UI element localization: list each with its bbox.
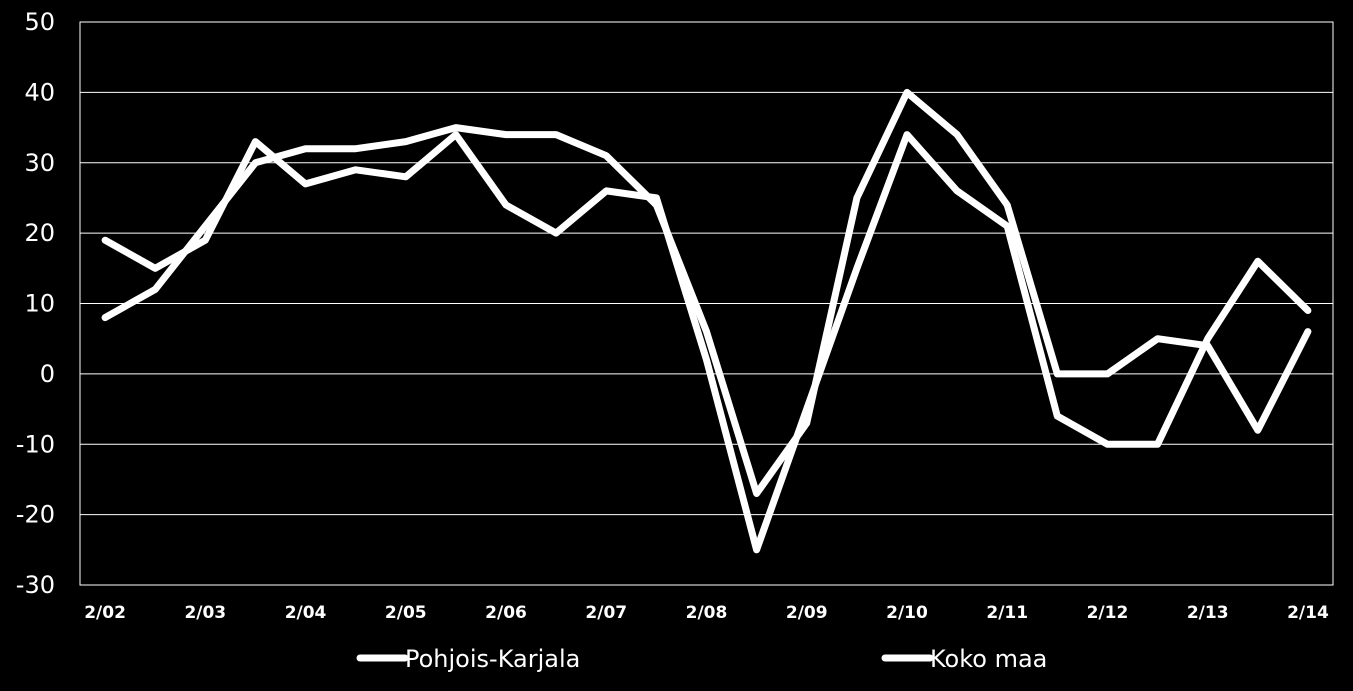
y-tick-label: 50 — [24, 8, 55, 36]
legend-label: Koko maa — [930, 645, 1047, 673]
x-tick-label: 2/14 — [1287, 603, 1329, 623]
x-tick-label: 2/06 — [485, 603, 527, 623]
y-tick-label: 20 — [24, 219, 55, 247]
x-axis-ticks: 2/02 2/03 2/04 2/05 2/06 2/07 2/08 2/09 2/10 2/11… — [84, 603, 1329, 623]
x-tick-label: 2/04 — [285, 603, 327, 623]
x-tick-label: 2/09 — [786, 603, 828, 623]
legend: Pohjois-Karjala Koko maa — [356, 645, 1047, 673]
x-tick-label: 2/03 — [184, 603, 226, 623]
y-axis-ticks: -30 -20 -10 0 10 20 30 40 50 — [16, 8, 55, 599]
gridlines — [80, 91, 1333, 516]
x-tick-label: 2/02 — [84, 603, 126, 623]
y-tick-label: -20 — [16, 501, 55, 529]
x-tick-label: 2/05 — [385, 603, 427, 623]
legend-label: Pohjois-Karjala — [405, 645, 580, 673]
x-tick-label: 2/10 — [886, 603, 928, 623]
x-tick-label: 2/13 — [1187, 603, 1229, 623]
series-line-2 — [101, 88, 1312, 497]
y-tick-label: -10 — [16, 430, 55, 458]
series-lines — [101, 88, 1312, 554]
y-tick-label: 0 — [40, 360, 55, 388]
x-tick-label: 2/08 — [686, 603, 728, 623]
y-tick-label: 40 — [24, 78, 55, 106]
y-tick-label: 30 — [24, 149, 55, 177]
series-line-1 — [101, 131, 1312, 554]
x-tick-label: 2/07 — [585, 603, 627, 623]
y-tick-label: 10 — [24, 290, 55, 318]
plot-area-frame — [79, 21, 1334, 586]
x-tick-label: 2/12 — [1087, 603, 1129, 623]
x-tick-label: 2/11 — [986, 603, 1028, 623]
y-tick-label: -30 — [16, 571, 55, 599]
